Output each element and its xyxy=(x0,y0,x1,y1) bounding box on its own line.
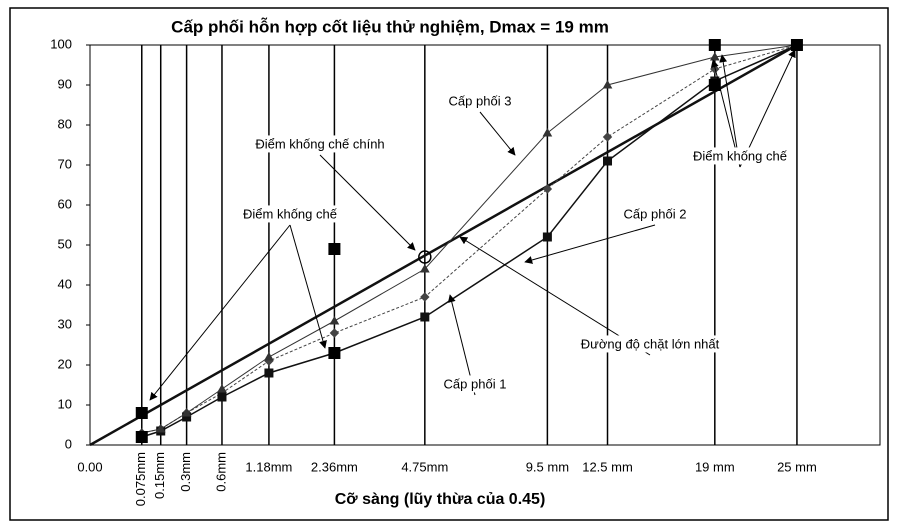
marker xyxy=(135,431,148,443)
marker xyxy=(790,39,803,51)
x-tick-label: 4.75mm xyxy=(401,459,448,474)
marker xyxy=(418,250,432,264)
y-tick-label: 0 xyxy=(65,436,72,451)
marker xyxy=(542,232,552,242)
annotation: Đường độ chặt lớn nhất xyxy=(581,336,720,351)
y-tick-label: 50 xyxy=(58,236,72,251)
marker xyxy=(217,392,227,402)
marker xyxy=(217,383,227,393)
marker xyxy=(329,315,340,325)
marker xyxy=(708,79,721,91)
x-tick-label: 0.6mm xyxy=(213,452,228,492)
marker xyxy=(602,132,613,142)
annotation-bg xyxy=(441,375,509,393)
marker xyxy=(420,292,430,302)
x-tick-label: 25 mm xyxy=(777,459,817,474)
frame xyxy=(9,7,889,521)
marker xyxy=(542,184,553,194)
marker xyxy=(602,79,613,89)
y-tick-label: 60 xyxy=(58,196,72,211)
marker xyxy=(135,407,148,419)
marker xyxy=(264,351,274,361)
annotation: Cấp phối 2 xyxy=(624,206,687,221)
x-tick-label: 1.18mm xyxy=(245,459,292,474)
y-tick-label: 100 xyxy=(50,36,72,51)
y-tick-label: 90 xyxy=(58,76,72,91)
annotation-arrow xyxy=(319,154,416,251)
annotation-bg xyxy=(446,92,514,110)
x-tick-label: 19 mm xyxy=(695,459,735,474)
annotation-bg xyxy=(241,205,340,223)
chart-title: Cấp phối hỗn hợp cốt liệu thử nghiệm, Dm… xyxy=(171,17,609,36)
annotation-arrow xyxy=(289,224,327,349)
y-tick-label: 30 xyxy=(58,316,72,331)
marker xyxy=(419,263,430,273)
marker xyxy=(329,328,340,338)
y-tick-label: 10 xyxy=(58,396,72,411)
marker xyxy=(603,156,613,166)
marker xyxy=(328,347,341,359)
marker xyxy=(708,39,721,51)
x-axis-label: Cỡ sàng (lũy thừa của 0.45) xyxy=(335,491,546,508)
y-tick-label: 80 xyxy=(58,116,72,131)
x-tick-label: 2.36mm xyxy=(311,459,358,474)
annotation-arrow xyxy=(459,236,651,356)
marker xyxy=(328,243,341,255)
y-tick-label: 20 xyxy=(58,356,72,371)
annotation-bg xyxy=(253,135,387,153)
annotation: Điểm khống chế xyxy=(693,148,788,163)
x-tick-label: 9.5 mm xyxy=(526,459,569,474)
y-tick-label: 70 xyxy=(58,156,72,171)
x-tick-label: 0.075mm xyxy=(133,452,148,506)
series-line xyxy=(141,44,798,434)
x-tick-label: 0.3mm xyxy=(178,452,193,492)
marker xyxy=(420,312,430,322)
marker xyxy=(264,368,274,378)
annotation-bg xyxy=(578,335,722,353)
marker xyxy=(155,423,166,433)
annotation-bg xyxy=(691,147,790,165)
annotation: Cấp phối 1 xyxy=(444,376,507,391)
annotation-arrow xyxy=(524,224,656,264)
annotation-arrow xyxy=(149,224,291,401)
marker xyxy=(181,407,192,417)
annotation-arrow xyxy=(479,111,516,156)
x-tick-label: 12.5 mm xyxy=(582,459,633,474)
annotation: Điểm khống chế chính xyxy=(255,136,384,151)
annotation: Điểm khống chế xyxy=(243,206,338,221)
y-tick-label: 40 xyxy=(58,276,72,291)
annotation: Cấp phối 3 xyxy=(449,93,512,108)
series-line xyxy=(89,43,798,447)
marker xyxy=(542,127,553,137)
x-tick-label: 0.15mm xyxy=(152,452,167,499)
annotation-bg xyxy=(621,205,689,223)
x-tick-label: 0.00 xyxy=(77,459,102,474)
